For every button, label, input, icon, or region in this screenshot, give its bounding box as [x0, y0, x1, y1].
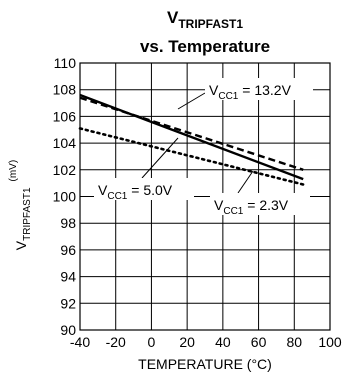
- plot-frame: [79, 62, 331, 331]
- chart-title-line2: vs. Temperature: [140, 37, 270, 56]
- x-tick-label: 100: [318, 334, 342, 350]
- x-tick-label: 20: [179, 334, 195, 350]
- y-label-sub: TRIPFAST1: [22, 187, 33, 241]
- series-label-1: VCC1 = 13.2V: [209, 82, 292, 102]
- x-tick-labels: -40 -20 0 20 40 60 80 100: [70, 334, 342, 350]
- y-tick-label: 100: [53, 189, 77, 205]
- title-main: V: [167, 8, 179, 27]
- series-label-3: VCC1 = 2.3V: [214, 197, 289, 217]
- y-tick-label: 98: [60, 215, 76, 231]
- x-tick-label: -40: [70, 334, 90, 350]
- x-tick-label: 60: [251, 334, 267, 350]
- series-line-2: [79, 93, 304, 181]
- series-annotations: VCC1 = 13.2V VCC1 = 5.0V VCC1 = 2.3V: [94, 78, 313, 217]
- x-tick-label: 0: [148, 334, 156, 350]
- title-sub: TRIPFAST1: [178, 17, 243, 31]
- y-tick-label: 104: [53, 135, 77, 151]
- y-tick-label: 110: [54, 55, 77, 71]
- y-tick-label: 102: [53, 162, 77, 178]
- annotation-box: [94, 178, 194, 200]
- x-tick-label: 40: [215, 334, 231, 350]
- chart-title-line1: VTRIPFAST1: [167, 8, 243, 31]
- annotation-leader: [141, 137, 179, 179]
- y-tick-labels: 90 92 94 96 98 100 102 104 106 108 110: [53, 55, 77, 338]
- annotation-box: [205, 78, 313, 100]
- y-label-main: V: [13, 240, 29, 250]
- x-axis-label: TEMPERATURE (°C): [138, 356, 272, 372]
- series-lines: [78, 93, 305, 186]
- annotation-leader: [177, 92, 206, 110]
- y-tick-label: 108: [53, 82, 77, 98]
- y-tick-label: 92: [60, 295, 76, 311]
- y-label-unit: (mV): [8, 160, 19, 182]
- y-tick-label: 106: [53, 108, 77, 124]
- y-tick-label: 90: [60, 322, 76, 338]
- y-tick-label: 96: [60, 242, 76, 258]
- y-axis-label: VTRIPFAST1(mV): [8, 160, 33, 250]
- y-tick-label: 94: [60, 269, 76, 285]
- x-tick-label: 80: [286, 334, 302, 350]
- annotation-leader: [237, 170, 254, 194]
- series-label-2: VCC1 = 5.0V: [98, 182, 173, 202]
- series-line-3: [78, 127, 305, 186]
- annotation-box: [210, 193, 310, 215]
- x-tick-label: -20: [106, 334, 126, 350]
